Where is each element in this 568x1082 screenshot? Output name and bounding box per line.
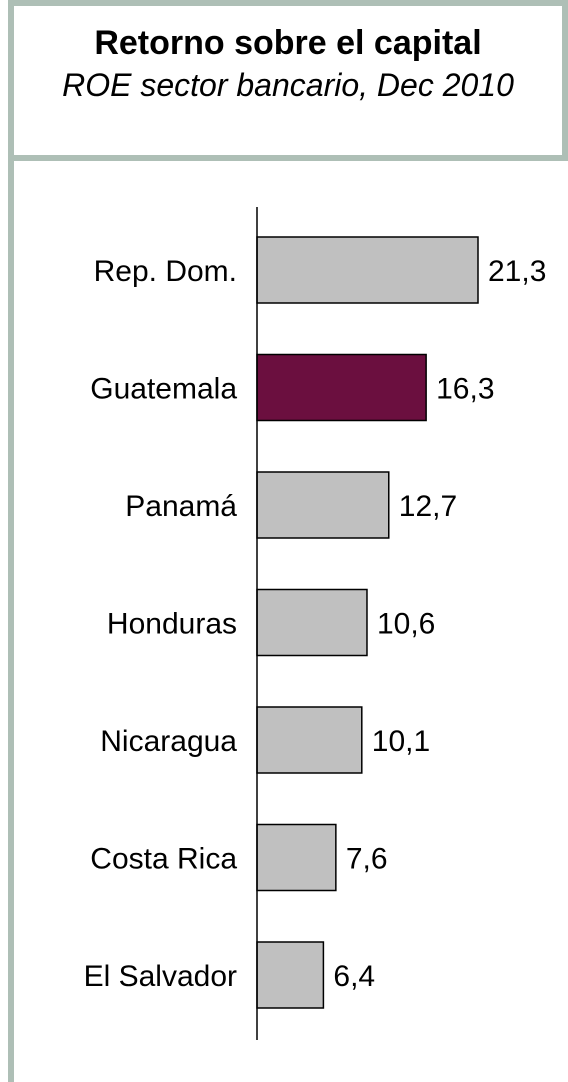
value-label-costa-rica: 7,6 — [346, 843, 388, 876]
chart-header: Retorno sobre el capital ROE sector banc… — [14, 6, 562, 155]
category-label-nicaragua: Nicaragua — [100, 725, 237, 758]
category-label-guatemala: Guatemala — [90, 373, 237, 406]
value-label-rep-dom: 21,3 — [488, 255, 546, 288]
category-label-rep-dom: Rep. Dom. — [94, 255, 237, 288]
value-label-honduras: 10,6 — [377, 608, 435, 641]
bar-panama — [256, 471, 390, 539]
bar-guatemala — [256, 353, 427, 422]
bar-nicaragua — [256, 706, 363, 774]
bars-layer: Rep. Dom. 21,3 Guatemala 16,3 Panamá 12,7 Hond… — [84, 236, 546, 1009]
panel-border-left — [8, 0, 14, 1082]
value-label-panama: 12,7 — [399, 490, 457, 523]
value-label-guatemala: 16,3 — [436, 373, 494, 406]
chart-title: Retorno sobre el capital — [94, 24, 482, 62]
bar-costa-rica — [256, 823, 337, 892]
category-label-el-salvador: El Salvador — [84, 960, 237, 993]
category-label-panama: Panamá — [125, 490, 237, 523]
panel-border-right — [562, 0, 568, 160]
category-label-honduras: Honduras — [107, 608, 237, 641]
header-divider — [8, 155, 568, 161]
bar-honduras — [256, 588, 368, 657]
chart-subtitle: ROE sector bancario, Dec 2010 — [62, 67, 514, 103]
category-label-costa-rica: Costa Rica — [90, 843, 237, 876]
bar-rep-dom — [256, 236, 479, 304]
panel-border-top — [8, 0, 568, 6]
value-label-el-salvador: 6,4 — [333, 960, 375, 993]
bar-el-salvador — [256, 941, 325, 1009]
value-label-nicaragua: 10,1 — [372, 725, 430, 758]
